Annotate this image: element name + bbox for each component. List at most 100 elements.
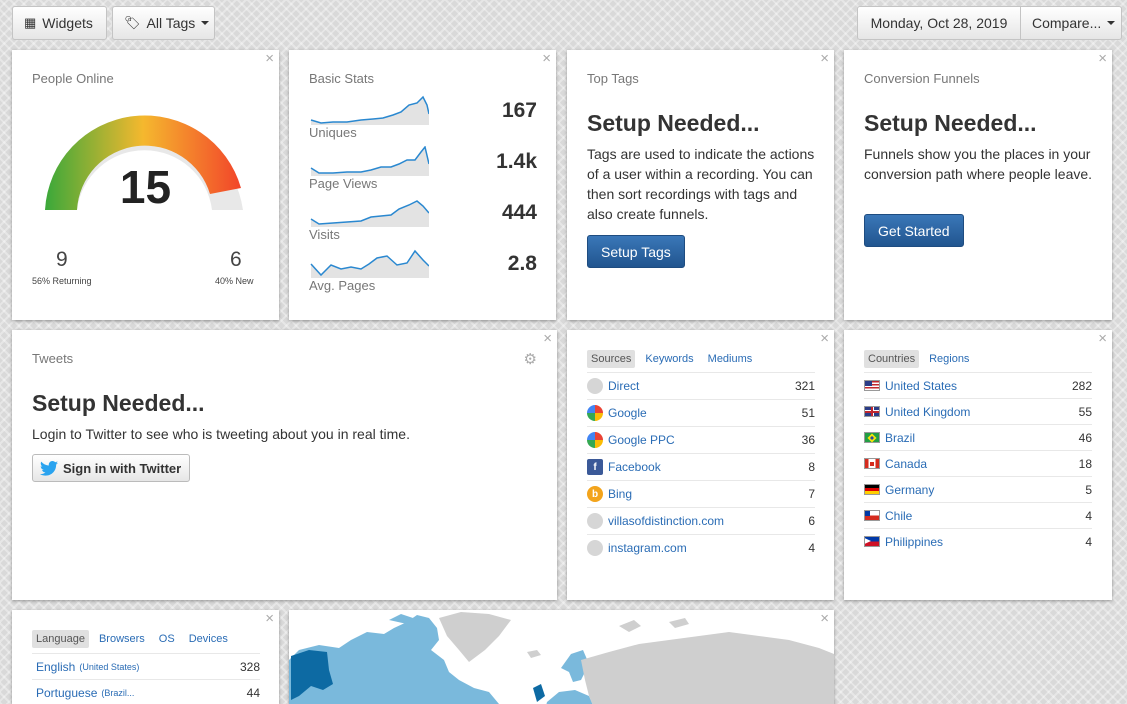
source-count: 4 — [808, 541, 815, 555]
country-count: 46 — [1078, 430, 1092, 445]
basic-stats-widget: Basic Stats × Uniques 167 Page Views 1.4… — [289, 50, 556, 320]
country-name[interactable]: Canada — [885, 456, 928, 471]
country-name[interactable]: Brazil — [885, 430, 916, 445]
tab-sources[interactable]: Sources — [587, 350, 636, 368]
grey-circle-icon — [587, 378, 603, 394]
stat-label: Page Views — [309, 176, 378, 191]
new-count: 6 — [230, 248, 242, 271]
sparkline — [310, 146, 429, 176]
stat-avg-pages: Avg. Pages 2.8 — [309, 248, 537, 299]
list-item[interactable]: Direct 321 — [587, 372, 815, 399]
compare-dropdown[interactable]: Compare... — [1020, 6, 1122, 40]
source-name[interactable]: Facebook — [608, 460, 661, 474]
brazil-flag-icon — [864, 432, 880, 443]
chile-flag-icon — [864, 510, 880, 521]
online-count: 15 — [119, 161, 172, 213]
widgets-button[interactable]: ▦ Widgets — [12, 6, 107, 40]
new-label: 40% New — [215, 276, 254, 286]
list-item[interactable]: f Facebook 8 — [587, 453, 815, 480]
get-started-button[interactable]: Get Started — [864, 214, 964, 247]
close-icon[interactable]: × — [1098, 330, 1107, 347]
country-name[interactable]: Germany — [885, 482, 935, 497]
source-name[interactable]: Google PPC — [608, 433, 675, 447]
list-item[interactable]: United Kingdom 55 — [864, 398, 1092, 424]
country-name[interactable]: United States — [885, 378, 958, 393]
stat-uniques: Uniques 167 — [309, 95, 537, 146]
returning-count: 9 — [56, 248, 68, 271]
source-name[interactable]: Google — [608, 406, 647, 420]
country-count: 55 — [1078, 404, 1092, 419]
language-count: 328 — [239, 659, 260, 674]
country-count: 18 — [1078, 456, 1092, 471]
countries-widget: × Countries Regions United States 282 Un… — [844, 330, 1112, 600]
close-icon[interactable]: × — [1098, 50, 1107, 67]
widget-title: People Online — [32, 71, 114, 86]
close-icon[interactable]: × — [542, 50, 551, 67]
countries-list: United States 282 United Kingdom 55 Braz… — [864, 372, 1092, 554]
language-name[interactable]: Portuguese — [36, 685, 98, 700]
top-tags-widget: Top Tags × Setup Needed... Tags are used… — [567, 50, 834, 320]
language-name[interactable]: English — [36, 659, 76, 674]
list-item[interactable]: English (United States) 328 — [32, 653, 260, 679]
list-item[interactable]: Brazil 46 — [864, 424, 1092, 450]
tab-language[interactable]: Language — [32, 630, 89, 648]
widget-title: Tweets — [32, 351, 74, 366]
list-item[interactable]: United States 282 — [864, 372, 1092, 398]
philippines-flag-icon — [864, 536, 880, 547]
chevron-down-icon — [1107, 21, 1116, 25]
gear-icon[interactable]: ⚙ — [523, 351, 537, 368]
twitter-signin-button[interactable]: Sign in with Twitter — [32, 454, 190, 482]
tab-regions[interactable]: Regions — [929, 353, 970, 365]
list-item[interactable]: Chile 4 — [864, 502, 1092, 528]
list-item[interactable]: instagram.com 4 — [587, 534, 815, 561]
stat-value: 167 — [501, 99, 537, 122]
country-name[interactable]: Chile — [885, 508, 913, 523]
sources-list: Direct 321 Google 51 Google PPC 36 f Fac… — [587, 372, 815, 561]
tab-os[interactable]: OS — [158, 633, 175, 645]
close-icon[interactable]: × — [265, 610, 274, 627]
date-picker[interactable]: Monday, Oct 28, 2019 — [857, 6, 1021, 40]
list-item[interactable]: Google 51 — [587, 399, 815, 426]
setup-tags-button[interactable]: Setup Tags — [587, 235, 685, 268]
list-item[interactable]: Philippines 4 — [864, 528, 1092, 554]
setup-text: Funnels show you the places in your conv… — [864, 146, 1093, 182]
all-tags-dropdown[interactable]: 🏷 All Tags — [112, 6, 215, 40]
tag-icon: 🏷 — [124, 15, 141, 30]
source-name[interactable]: Bing — [608, 487, 633, 501]
close-icon[interactable]: × — [543, 330, 552, 347]
close-icon[interactable]: × — [265, 50, 274, 67]
tab-devices[interactable]: Devices — [188, 633, 228, 645]
tab-countries[interactable]: Countries — [864, 350, 920, 368]
list-item[interactable]: villasofdistinction.com 6 — [587, 507, 815, 534]
tab-keywords[interactable]: Keywords — [645, 353, 694, 365]
list-item[interactable]: Germany 5 — [864, 476, 1092, 502]
stat-value: 444 — [501, 201, 537, 224]
canada-flag-icon — [864, 458, 880, 469]
us-flag-icon — [864, 380, 880, 391]
close-icon[interactable]: × — [820, 50, 829, 67]
twitter-bird-icon — [40, 460, 58, 476]
close-icon[interactable]: × — [820, 330, 829, 347]
tab-mediums[interactable]: Mediums — [707, 353, 753, 365]
world-map — [289, 612, 834, 704]
country-count: 282 — [1071, 378, 1092, 393]
conversion-funnels-widget: Conversion Funnels × Setup Needed... Fun… — [844, 50, 1112, 320]
source-name[interactable]: instagram.com — [608, 541, 687, 555]
source-count: 36 — [801, 433, 815, 447]
source-name[interactable]: villasofdistinction.com — [608, 514, 725, 528]
sources-widget: × Sources Keywords Mediums Direct 321 Go… — [567, 330, 834, 600]
sparkline — [310, 249, 429, 278]
sources-tabs: Sources Keywords Mediums — [587, 350, 762, 368]
country-name[interactable]: Philippines — [885, 534, 944, 549]
language-tabs: Language Browsers OS Devices — [32, 630, 238, 648]
tab-browsers[interactable]: Browsers — [98, 633, 145, 645]
stat-value: 1.4k — [496, 150, 537, 173]
source-name[interactable]: Direct — [608, 379, 640, 393]
world-map-widget: × — [289, 610, 834, 704]
country-name[interactable]: United Kingdom — [885, 404, 971, 419]
list-item[interactable]: b Bing 7 — [587, 480, 815, 507]
list-item[interactable]: Canada 18 — [864, 450, 1092, 476]
close-icon[interactable]: × — [820, 610, 829, 627]
list-item[interactable]: Portuguese (Brazil... 44 — [32, 679, 260, 704]
list-item[interactable]: Google PPC 36 — [587, 426, 815, 453]
